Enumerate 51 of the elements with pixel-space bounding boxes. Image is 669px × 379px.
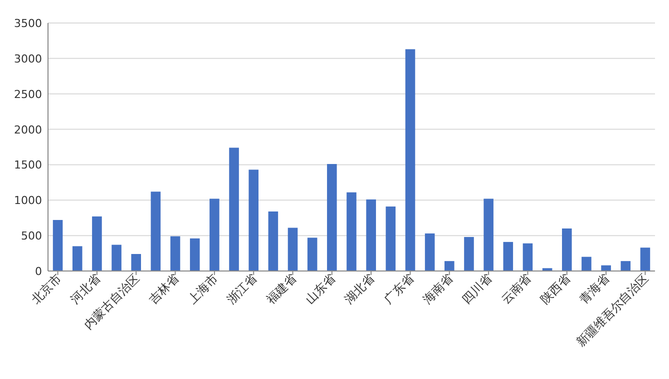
bar	[288, 228, 298, 271]
bar	[72, 246, 82, 271]
bar	[190, 238, 200, 271]
x-tick-label: 吉林省	[146, 271, 182, 307]
bar	[601, 265, 611, 271]
bar	[52, 220, 63, 271]
x-tick-label: 湖北省	[342, 271, 378, 307]
x-tick-label: 云南省	[498, 271, 534, 307]
bar	[150, 192, 161, 271]
bar	[484, 198, 494, 271]
bar	[562, 228, 572, 271]
x-tick-label: 浙江省	[224, 271, 260, 307]
x-tick-label: 河北省	[68, 271, 104, 307]
x-tick-label: 陕西省	[538, 271, 574, 307]
bar	[131, 254, 142, 271]
bar	[112, 244, 122, 271]
bar	[464, 236, 474, 271]
x-tick-label: 福建省	[264, 271, 299, 307]
x-tick-label: 四川省	[459, 271, 495, 307]
bar	[620, 261, 631, 271]
y-tick-label: 3500	[14, 17, 42, 30]
bar	[386, 206, 396, 271]
y-tick-label: 3000	[14, 52, 42, 66]
y-tick-label: 500	[21, 230, 42, 243]
y-tick-label: 1000	[14, 194, 42, 208]
y-tick-label: 0	[35, 265, 42, 278]
x-tick-label: 上海市	[185, 271, 221, 307]
bar	[582, 256, 592, 271]
bar	[229, 148, 239, 271]
y-tick-label: 2500	[14, 88, 42, 101]
bar	[640, 248, 650, 271]
y-tick-label: 2000	[14, 123, 42, 136]
bar	[170, 236, 180, 271]
bar	[424, 233, 435, 271]
bar	[503, 242, 514, 271]
bar	[346, 192, 356, 271]
bar	[366, 199, 376, 271]
bar	[522, 243, 533, 271]
bar	[92, 216, 102, 271]
bar	[268, 211, 278, 271]
y-tick-label: 1500	[14, 158, 42, 172]
bar	[444, 261, 454, 271]
bar	[307, 238, 318, 271]
bar	[327, 164, 337, 271]
x-tick-label: 山东省	[302, 271, 338, 307]
bar	[248, 170, 258, 271]
x-tick-label: 青海省	[576, 271, 612, 307]
bar	[210, 198, 220, 271]
x-tick-label: 海南省	[420, 271, 456, 307]
x-tick-label: 广东省	[381, 271, 416, 307]
bar	[405, 49, 416, 271]
